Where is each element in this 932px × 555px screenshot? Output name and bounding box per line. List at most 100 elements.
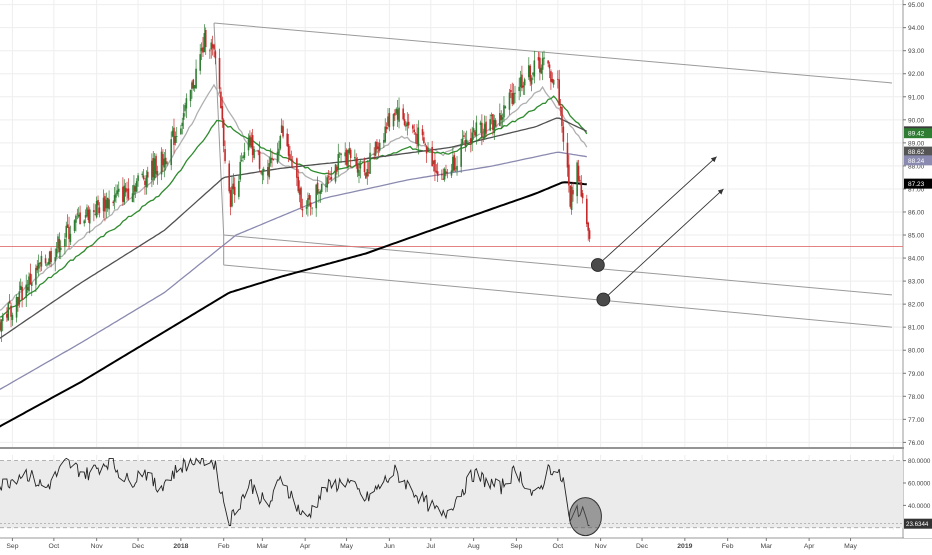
candle-body bbox=[489, 119, 491, 131]
price-tick-label: 76.00 bbox=[908, 440, 925, 447]
candle-body bbox=[112, 201, 115, 204]
candle-body bbox=[436, 171, 439, 176]
candle-body bbox=[456, 165, 458, 171]
candle-body bbox=[28, 276, 30, 292]
candle-body bbox=[395, 108, 398, 114]
candle-body bbox=[151, 160, 153, 181]
candle-body bbox=[95, 200, 98, 218]
candle-body bbox=[528, 65, 530, 78]
candle-body bbox=[485, 121, 487, 134]
time-tick-label: 2018 bbox=[173, 543, 188, 550]
candle-body bbox=[1, 315, 4, 322]
candle-body bbox=[46, 264, 48, 266]
candle-body bbox=[156, 171, 159, 176]
candle-body bbox=[541, 58, 544, 70]
candle-body bbox=[64, 239, 66, 247]
candle-body bbox=[166, 162, 168, 164]
candle-body bbox=[278, 148, 280, 154]
candle-body bbox=[396, 109, 399, 120]
oscillator-tick-label: 60.0000 bbox=[908, 480, 931, 487]
price-tag-label: 88.24 bbox=[908, 158, 925, 165]
candle-body bbox=[279, 135, 282, 149]
candle-body bbox=[170, 139, 173, 166]
time-tick-label: 2019 bbox=[677, 543, 692, 550]
candle-body bbox=[570, 186, 573, 210]
candle-body bbox=[258, 151, 261, 169]
price-tick-label: 77.00 bbox=[908, 417, 925, 424]
candle-body bbox=[366, 168, 369, 177]
candle-body bbox=[460, 144, 462, 167]
candle-body bbox=[383, 139, 385, 143]
candle-body bbox=[413, 129, 416, 133]
candles bbox=[0, 24, 591, 343]
candle-body bbox=[127, 188, 130, 199]
candle-body bbox=[123, 185, 126, 203]
candle-body bbox=[514, 92, 516, 94]
candle-body bbox=[305, 207, 308, 209]
candle-body bbox=[124, 187, 127, 193]
candle-body bbox=[465, 139, 468, 144]
price-tick-label: 87.00 bbox=[908, 186, 925, 193]
candle-body bbox=[30, 282, 33, 286]
candle-body bbox=[518, 86, 520, 92]
candle-body bbox=[503, 105, 505, 118]
time-tick-label: Aug bbox=[468, 543, 480, 550]
candle-body bbox=[247, 137, 250, 151]
candle-body bbox=[405, 124, 407, 127]
price-tag bbox=[904, 178, 932, 189]
price-tick-label: 95.00 bbox=[908, 2, 925, 9]
candle-body bbox=[98, 207, 101, 214]
price-tick-label: 85.00 bbox=[908, 233, 925, 240]
candle-body bbox=[309, 202, 312, 208]
candle-body bbox=[543, 57, 545, 59]
candle-body bbox=[180, 128, 182, 135]
candle-body bbox=[519, 77, 522, 88]
candle-body bbox=[398, 107, 400, 122]
candle-body bbox=[539, 57, 541, 73]
candle-body bbox=[57, 236, 59, 249]
candle-body bbox=[329, 178, 331, 180]
candle-body bbox=[511, 93, 514, 104]
candle-body bbox=[551, 79, 554, 83]
candle-body bbox=[421, 129, 424, 136]
candle-body bbox=[568, 164, 570, 186]
candle-body bbox=[269, 158, 272, 164]
candle-body bbox=[87, 209, 90, 221]
candle-body bbox=[174, 136, 177, 144]
candle-body bbox=[200, 47, 203, 52]
candle-body bbox=[106, 197, 109, 209]
candle-body bbox=[50, 250, 52, 263]
candle-body bbox=[116, 190, 119, 194]
candle-body bbox=[105, 199, 108, 209]
candle-body bbox=[228, 163, 231, 192]
candle-body bbox=[257, 150, 259, 152]
candle-body bbox=[36, 265, 39, 271]
time-tick-label: Oct bbox=[553, 543, 564, 550]
candle-body bbox=[540, 67, 543, 74]
price-tick-label: 83.00 bbox=[908, 279, 925, 286]
trend-line bbox=[223, 234, 892, 296]
candle-body bbox=[0, 319, 3, 332]
candle-body bbox=[40, 255, 43, 267]
candle-body bbox=[276, 151, 279, 163]
candle-body bbox=[417, 127, 420, 147]
candle-body bbox=[218, 57, 221, 89]
candle-body bbox=[557, 78, 559, 80]
candle-body bbox=[211, 44, 214, 48]
candle-body bbox=[482, 136, 485, 139]
candle-body bbox=[66, 224, 69, 228]
candle-body bbox=[387, 116, 389, 126]
candle-body bbox=[586, 198, 588, 225]
candle-body bbox=[232, 183, 235, 190]
candle-body bbox=[290, 158, 293, 161]
candle-body bbox=[373, 154, 375, 155]
candle-body bbox=[454, 167, 457, 169]
candle-body bbox=[336, 166, 338, 172]
candle-body bbox=[377, 146, 380, 149]
candle-body bbox=[376, 141, 378, 150]
candle-body bbox=[122, 186, 124, 202]
moving-average-line bbox=[0, 181, 587, 428]
candle-body bbox=[214, 51, 217, 59]
price-tick-label: 91.00 bbox=[908, 94, 925, 101]
candle-body bbox=[233, 186, 236, 196]
